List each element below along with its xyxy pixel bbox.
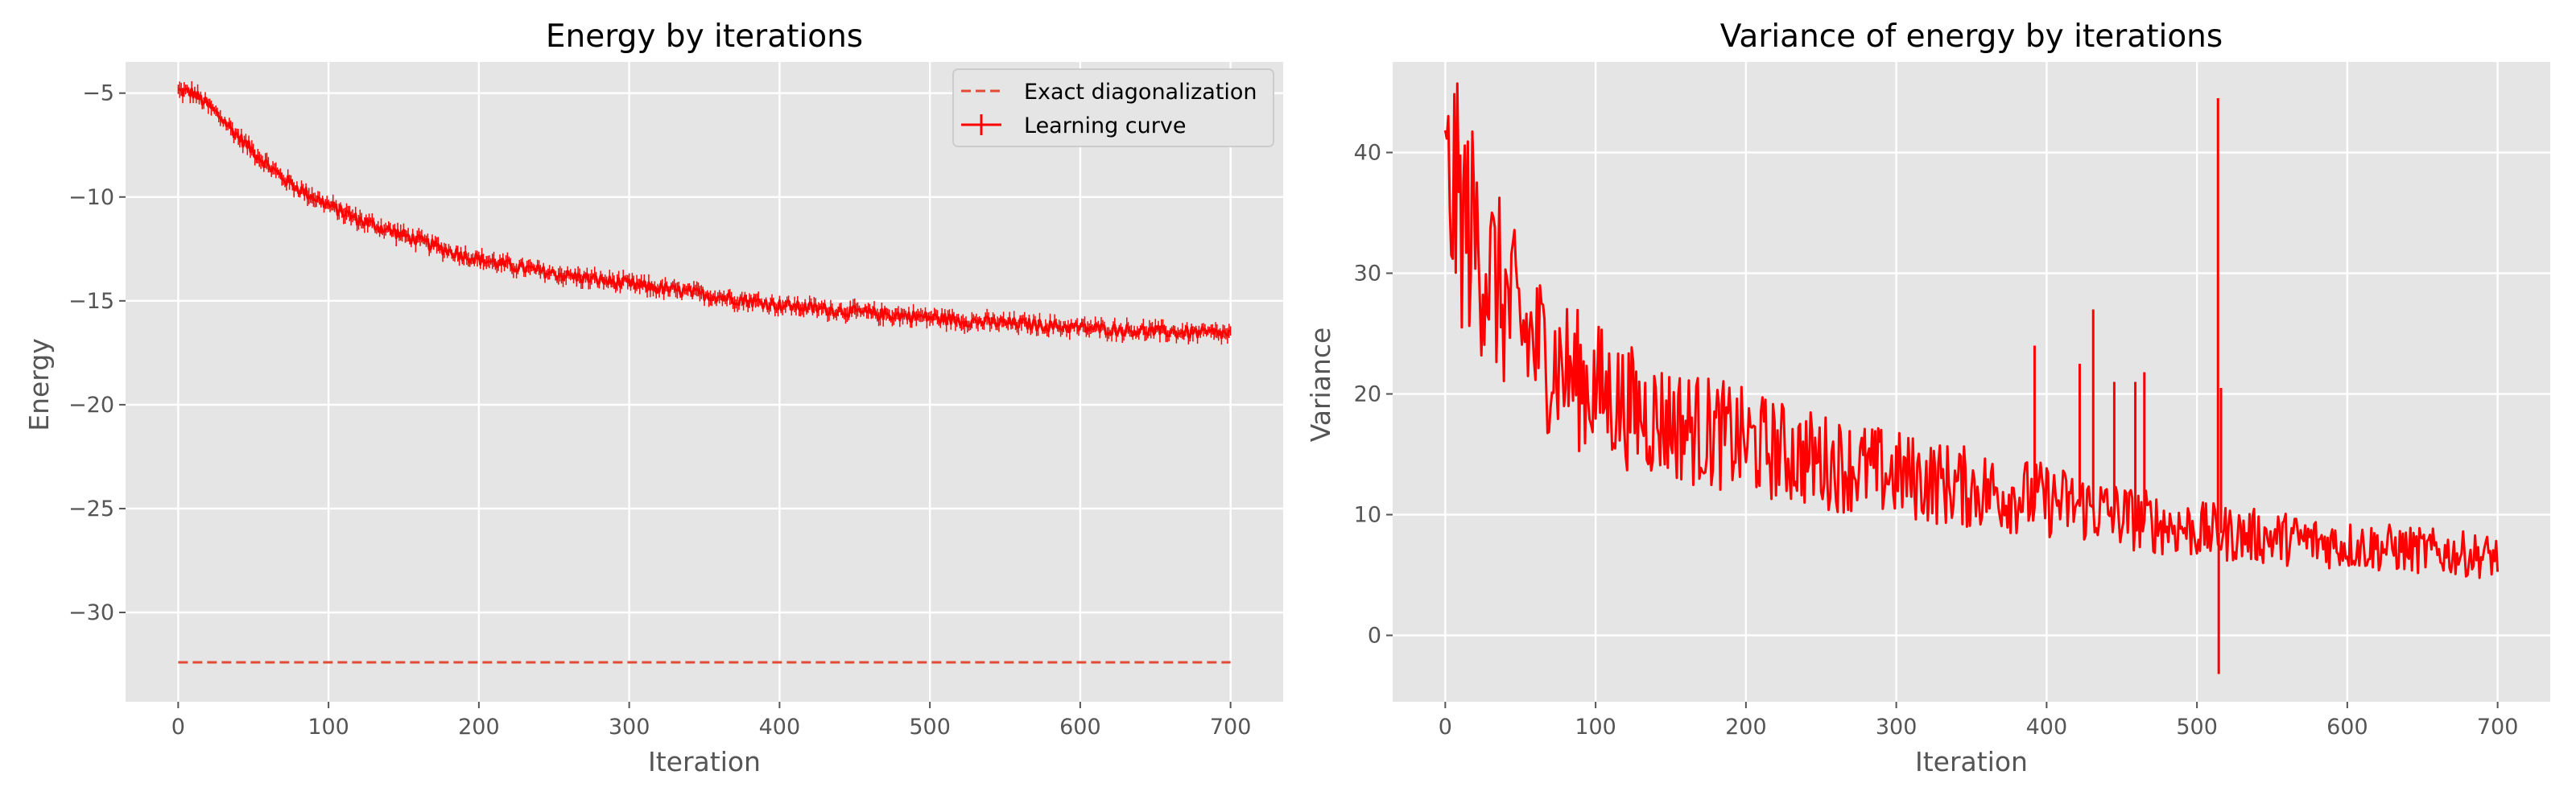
variance-series bbox=[1443, 82, 2500, 674]
x-tick-label: 0 bbox=[1439, 715, 1452, 740]
y-tick-label: −25 bbox=[68, 497, 114, 521]
legend-label-exact: Exact diagonalization bbox=[1024, 80, 1257, 105]
y-tick-label: −10 bbox=[68, 185, 114, 210]
y-tick-label: 40 bbox=[1354, 141, 1381, 166]
variance-y-axis-label: Variance bbox=[1305, 328, 1336, 443]
learning-curve-line bbox=[177, 87, 1231, 340]
y-tick-label: 10 bbox=[1354, 503, 1381, 528]
legend-label-learning: Learning curve bbox=[1024, 113, 1186, 138]
energy-grid bbox=[126, 62, 1283, 702]
x-tick-label: 200 bbox=[1725, 715, 1767, 740]
x-tick-label: 100 bbox=[1575, 715, 1616, 740]
variance-chart-title: Variance of energy by iterations bbox=[1720, 19, 2223, 55]
variance-x-axis-label: Iteration bbox=[1915, 746, 2028, 777]
energy-x-axis-label: Iteration bbox=[648, 746, 761, 777]
x-tick-label: 400 bbox=[2026, 715, 2068, 740]
x-tick-label: 700 bbox=[1210, 715, 1252, 740]
y-tick-label: −20 bbox=[68, 393, 114, 418]
y-tick-label: −5 bbox=[82, 81, 114, 106]
x-tick-label: 700 bbox=[2477, 715, 2519, 740]
x-tick-label: 500 bbox=[909, 715, 951, 740]
x-tick-label: 100 bbox=[308, 715, 349, 740]
variance-line bbox=[1443, 82, 2500, 579]
energy-plot-area bbox=[126, 62, 1283, 702]
x-tick-label: 500 bbox=[2176, 715, 2218, 740]
y-tick-label: −15 bbox=[68, 289, 114, 314]
y-tick-label: 20 bbox=[1354, 382, 1381, 407]
x-tick-label: 400 bbox=[759, 715, 801, 740]
y-tick-label: −30 bbox=[68, 600, 114, 625]
y-tick-label: 0 bbox=[1368, 624, 1381, 649]
energy-ticks: 0 100 200 300 400 500 600 700 −5 −10 −15 −20 −25 −30 bbox=[68, 81, 1251, 740]
y-tick-label: 30 bbox=[1354, 262, 1381, 287]
x-tick-label: 300 bbox=[609, 715, 650, 740]
energy-chart: 0 100 200 300 400 500 600 700−5−10−15−20−25−30 … bbox=[23, 19, 1283, 777]
energy-y-axis-label: Energy bbox=[23, 338, 55, 431]
x-tick-label: 0 bbox=[171, 715, 185, 740]
x-tick-label: 600 bbox=[1059, 715, 1101, 740]
x-tick-label: 200 bbox=[458, 715, 500, 740]
x-tick-label: 600 bbox=[2326, 715, 2368, 740]
energy-chart-title: Energy by iterations bbox=[546, 19, 863, 55]
x-tick-label: 300 bbox=[1876, 715, 1918, 740]
legend: Exact diagonalization Learning curve bbox=[952, 68, 1274, 147]
legend-box bbox=[952, 68, 1274, 147]
energy-series bbox=[177, 80, 1232, 664]
